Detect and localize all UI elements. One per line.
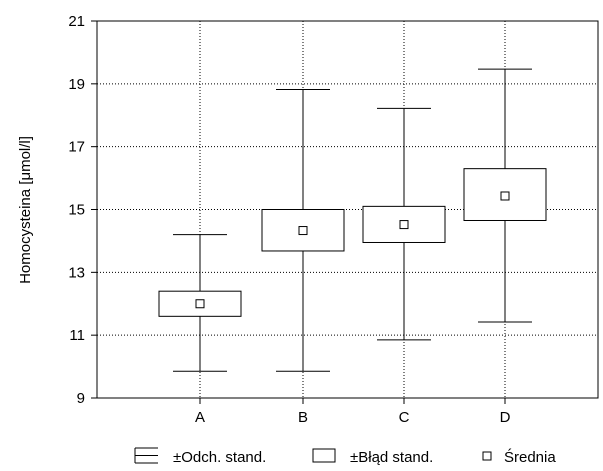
mean-marker	[399, 220, 409, 230]
axes: 9 11 13 15 17 19 21 A B C D	[68, 13, 510, 426]
legend-mean-label: Średnia	[504, 448, 556, 466]
x-tick-label: A	[195, 409, 205, 426]
mean-marker	[298, 226, 308, 236]
series	[158, 68, 547, 372]
y-tick-label: 11	[69, 327, 85, 344]
legend-mean-symbol	[482, 451, 492, 461]
y-tick-label: 15	[68, 202, 85, 219]
mean-marker	[195, 299, 205, 309]
legend: ±Odch. stand. ±Błąd stand. Średnia	[134, 447, 556, 466]
legend-se-label: ±Błąd stand.	[350, 449, 433, 466]
box-group	[158, 234, 242, 372]
y-tick-label: 21	[68, 13, 85, 30]
box-group	[362, 107, 446, 341]
x-tick-label: D	[500, 409, 511, 426]
mean-marker	[500, 191, 510, 201]
y-axis-label: Homocysteina [μmol/l]	[17, 136, 34, 284]
y-tick-label: 9	[77, 390, 85, 407]
x-tick-label: B	[298, 409, 308, 426]
box-group	[463, 68, 547, 323]
y-tick-label: 13	[68, 264, 85, 281]
y-tick-label: 19	[68, 76, 85, 93]
box-group	[261, 88, 345, 372]
legend-sd-label: ±Odch. stand.	[173, 449, 266, 466]
x-tick-label: C	[399, 409, 410, 426]
legend-se-symbol	[312, 448, 336, 463]
y-tick-label: 17	[68, 139, 85, 156]
